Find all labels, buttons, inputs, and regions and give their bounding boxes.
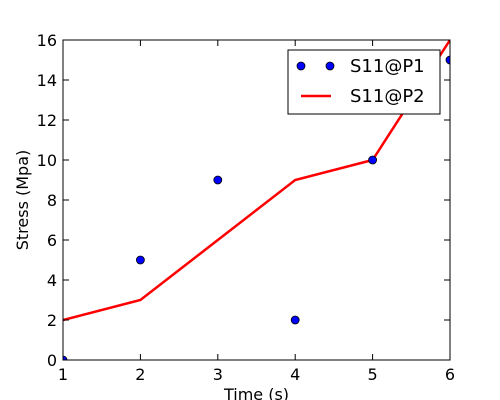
x-tick-label: 6 <box>445 365 455 384</box>
data-point-s11-p1 <box>136 256 144 264</box>
y-tick-label: 2 <box>47 311 57 330</box>
legend-marker-s11-p1 <box>326 62 334 70</box>
y-tick-label: 14 <box>37 71 57 90</box>
y-axis-label: Stress (Mpa) <box>13 150 32 251</box>
y-tick-label: 4 <box>47 271 57 290</box>
x-tick-label: 4 <box>290 365 300 384</box>
y-tick-label: 0 <box>47 351 57 370</box>
data-point-s11-p1 <box>214 176 222 184</box>
x-tick-label: 1 <box>58 365 68 384</box>
legend: S11@P1 S11@P2 <box>288 50 440 114</box>
x-tick-label: 2 <box>135 365 145 384</box>
legend-label-s11-p1: S11@P1 <box>350 56 425 77</box>
data-point-s11-p1 <box>369 156 377 164</box>
x-tick-label: 5 <box>368 365 378 384</box>
y-tick-label: 10 <box>37 151 57 170</box>
y-tick-label: 6 <box>47 231 57 250</box>
y-tick-label: 8 <box>47 191 57 210</box>
legend-label-s11-p2: S11@P2 <box>350 86 425 107</box>
y-tick-label: 12 <box>37 111 57 130</box>
x-axis-label: Time (s) <box>223 385 289 400</box>
data-point-s11-p1 <box>291 316 299 324</box>
legend-marker-s11-p1 <box>297 62 305 70</box>
x-tick-label: 3 <box>213 365 223 384</box>
y-tick-label: 16 <box>37 31 57 50</box>
